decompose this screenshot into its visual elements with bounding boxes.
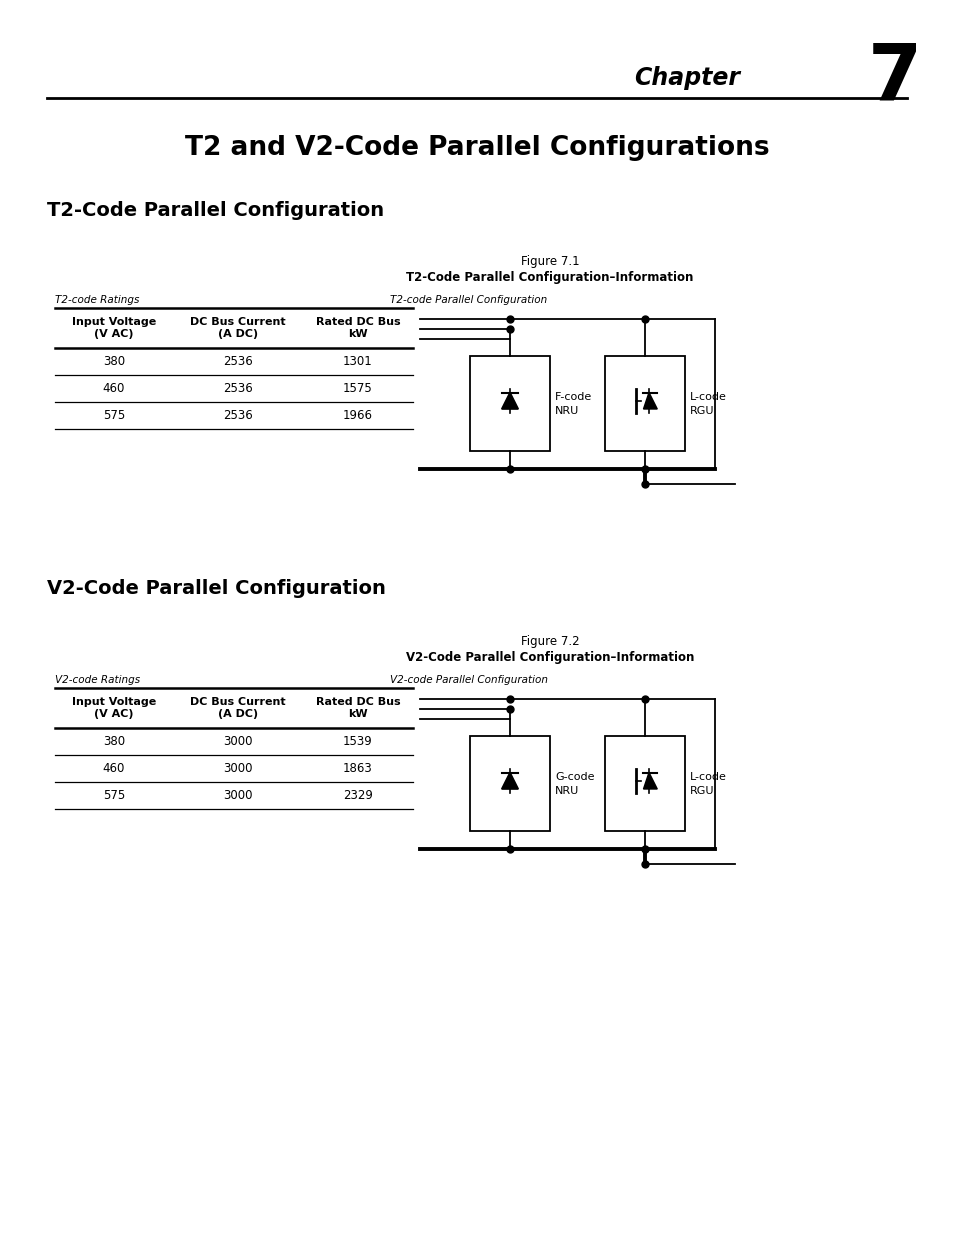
Text: 3000: 3000	[223, 789, 253, 802]
Text: Rated DC Bus
kW: Rated DC Bus kW	[315, 317, 400, 338]
Text: V2-code Ratings: V2-code Ratings	[55, 676, 140, 685]
Text: 3000: 3000	[223, 762, 253, 776]
Text: Input Voltage
(V AC): Input Voltage (V AC)	[71, 698, 156, 719]
Text: T2-Code Parallel Configuration–Information: T2-Code Parallel Configuration–Informati…	[406, 272, 693, 284]
Text: L-code: L-code	[689, 391, 726, 401]
Text: 1539: 1539	[343, 735, 373, 748]
Text: NRU: NRU	[555, 787, 578, 797]
Text: 460: 460	[103, 382, 125, 395]
Text: T2-Code Parallel Configuration: T2-Code Parallel Configuration	[47, 200, 384, 220]
Text: Input Voltage
(V AC): Input Voltage (V AC)	[71, 317, 156, 338]
Text: 380: 380	[103, 735, 125, 748]
Text: 575: 575	[103, 789, 125, 802]
Text: V2-Code Parallel Configuration–Information: V2-Code Parallel Configuration–Informati…	[405, 652, 694, 664]
Bar	[604, 736, 684, 831]
Text: G-code: G-code	[555, 772, 594, 782]
Text: V2-Code Parallel Configuration: V2-Code Parallel Configuration	[47, 578, 385, 598]
Text: L-code: L-code	[689, 772, 726, 782]
Text: 7: 7	[867, 40, 922, 116]
Text: NRU: NRU	[555, 406, 578, 416]
Text: 460: 460	[103, 762, 125, 776]
Text: Figure 7.2: Figure 7.2	[520, 636, 578, 648]
Text: 380: 380	[103, 354, 125, 368]
Text: T2-code Parallel Configuration: T2-code Parallel Configuration	[390, 295, 547, 305]
Text: Rated DC Bus
kW: Rated DC Bus kW	[315, 698, 400, 719]
Polygon shape	[643, 773, 657, 789]
Text: RGU: RGU	[689, 787, 714, 797]
Text: 2536: 2536	[223, 382, 253, 395]
Text: Figure 7.1: Figure 7.1	[520, 256, 578, 268]
Text: 2329: 2329	[343, 789, 373, 802]
Text: V2-code Parallel Configuration: V2-code Parallel Configuration	[390, 676, 547, 685]
Bar	[604, 356, 684, 451]
Text: T2 and V2-Code Parallel Configurations: T2 and V2-Code Parallel Configurations	[185, 135, 768, 161]
Text: T2-code Ratings: T2-code Ratings	[55, 295, 139, 305]
Text: 2536: 2536	[223, 409, 253, 422]
Text: F-code: F-code	[555, 391, 592, 401]
Text: DC Bus Current
(A DC): DC Bus Current (A DC)	[190, 698, 286, 719]
Polygon shape	[643, 393, 657, 409]
Bar	[470, 356, 550, 451]
Text: RGU: RGU	[689, 406, 714, 416]
Bar	[470, 736, 550, 831]
Text: DC Bus Current
(A DC): DC Bus Current (A DC)	[190, 317, 286, 338]
Polygon shape	[501, 773, 517, 789]
Text: 3000: 3000	[223, 735, 253, 748]
Text: 1966: 1966	[343, 409, 373, 422]
Text: 575: 575	[103, 409, 125, 422]
Text: 2536: 2536	[223, 354, 253, 368]
Text: Chapter: Chapter	[634, 65, 740, 90]
Text: 1863: 1863	[343, 762, 373, 776]
Text: 1575: 1575	[343, 382, 373, 395]
Polygon shape	[501, 393, 517, 409]
Text: 1301: 1301	[343, 354, 373, 368]
